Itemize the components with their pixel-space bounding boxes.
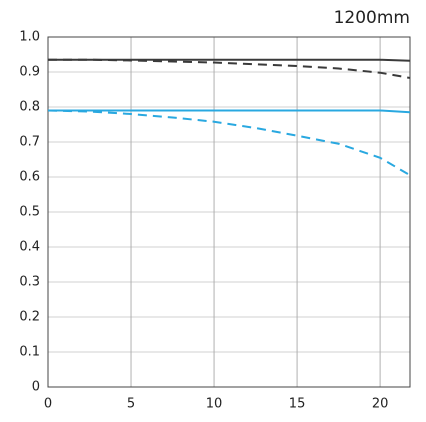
y-tick-label: 0.7 bbox=[19, 135, 40, 150]
y-tick-label: 0.4 bbox=[19, 240, 40, 255]
series-line bbox=[48, 58, 411, 62]
y-tick-label: 0.2 bbox=[19, 310, 40, 325]
y-tick-label: 0.3 bbox=[19, 275, 40, 290]
y-tick-label: 0.9 bbox=[19, 65, 40, 80]
y-tick-label: 1.0 bbox=[19, 30, 40, 45]
y-tick-label: 0.1 bbox=[19, 345, 40, 360]
y-tick-label: 0.8 bbox=[19, 100, 40, 115]
series-line bbox=[48, 109, 411, 114]
x-tick-label: 10 bbox=[206, 397, 223, 412]
chart-title: 1200mm bbox=[334, 8, 410, 28]
x-tick-label: 15 bbox=[289, 397, 306, 412]
y-tick-label: 0.5 bbox=[19, 205, 40, 220]
series-line bbox=[47, 109, 411, 177]
y-tick-label: 0.6 bbox=[19, 170, 40, 185]
plot-border bbox=[47, 36, 411, 388]
series-line bbox=[48, 58, 411, 79]
x-tick-label: 20 bbox=[372, 397, 389, 412]
y-tick-label: 0 bbox=[32, 380, 40, 395]
x-tick-label: 0 bbox=[44, 397, 52, 412]
x-tick-label: 5 bbox=[127, 397, 135, 412]
